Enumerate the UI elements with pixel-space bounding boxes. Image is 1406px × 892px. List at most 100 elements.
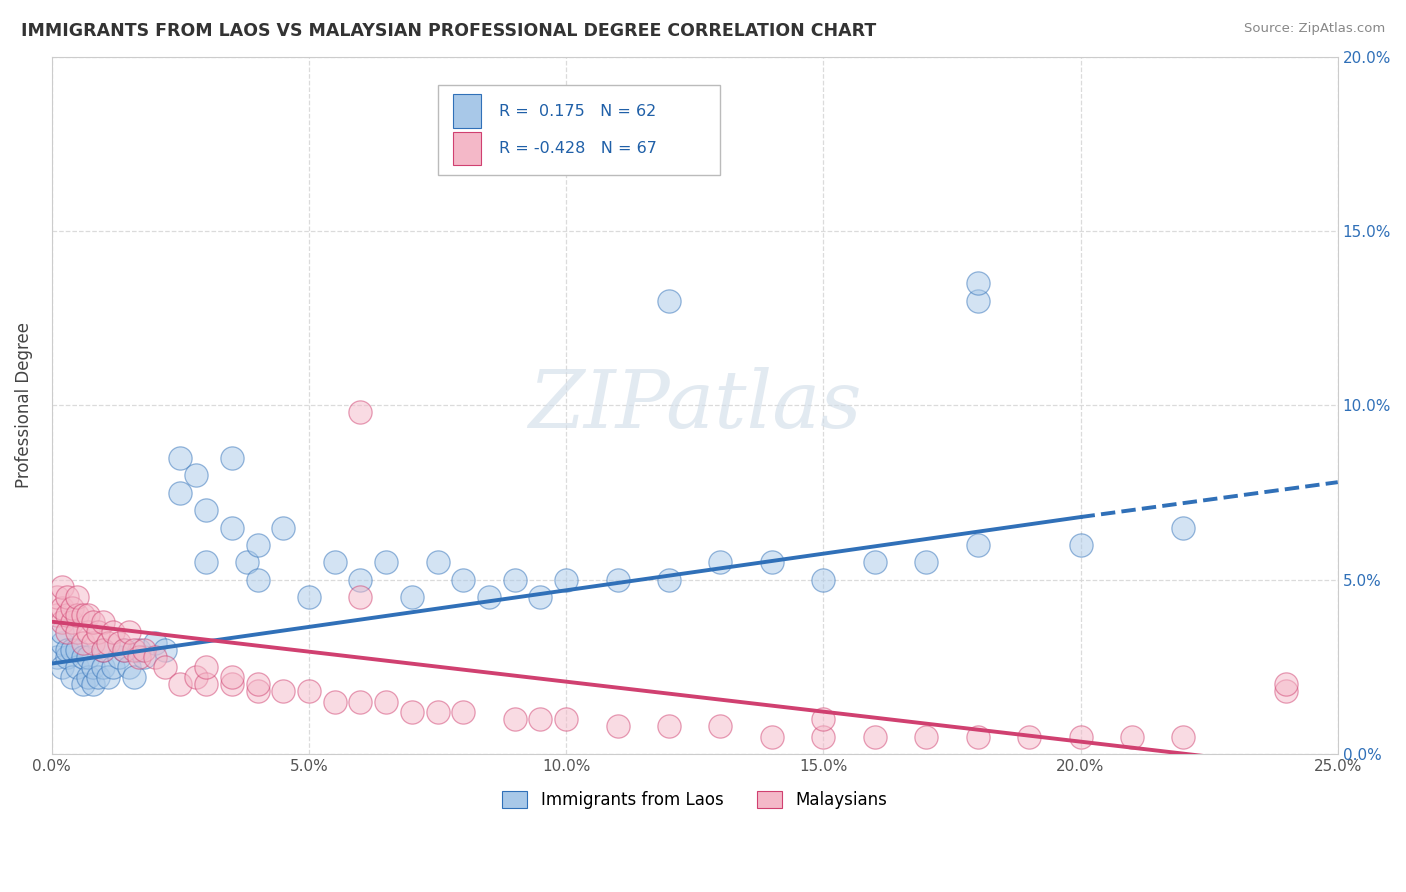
Point xyxy=(66,591,89,605)
Point xyxy=(323,555,346,569)
Point xyxy=(761,555,783,569)
Point xyxy=(478,591,501,605)
Point xyxy=(606,719,628,733)
Text: ZIPatlas: ZIPatlas xyxy=(529,367,862,444)
Point xyxy=(349,573,371,587)
Point xyxy=(51,635,73,649)
Point xyxy=(51,660,73,674)
Point xyxy=(97,671,120,685)
Point xyxy=(323,695,346,709)
Point xyxy=(1070,730,1092,744)
Point xyxy=(1173,520,1195,534)
Point xyxy=(87,625,110,640)
Point xyxy=(195,677,218,691)
Point xyxy=(426,706,449,720)
Point xyxy=(103,625,125,640)
Point xyxy=(107,649,129,664)
Point xyxy=(1018,730,1040,744)
Point xyxy=(246,684,269,698)
Point xyxy=(45,591,67,605)
Point xyxy=(60,615,83,629)
Point xyxy=(60,600,83,615)
Point xyxy=(51,625,73,640)
Point xyxy=(529,591,551,605)
Point xyxy=(658,293,681,308)
Point xyxy=(76,649,98,664)
Point xyxy=(184,671,207,685)
Point xyxy=(169,677,191,691)
Point xyxy=(349,405,371,419)
Point xyxy=(271,684,294,698)
Text: R = -0.428   N = 67: R = -0.428 N = 67 xyxy=(499,141,657,156)
Point xyxy=(401,706,423,720)
Point xyxy=(451,706,474,720)
Point xyxy=(1275,677,1298,691)
Point xyxy=(122,671,145,685)
Point xyxy=(82,677,104,691)
Point xyxy=(375,555,398,569)
Point xyxy=(128,649,150,664)
Point xyxy=(87,671,110,685)
Point xyxy=(72,635,94,649)
Point xyxy=(56,642,79,657)
Point xyxy=(60,671,83,685)
Point xyxy=(143,649,166,664)
Point xyxy=(76,671,98,685)
Point xyxy=(134,649,156,664)
Point xyxy=(966,538,988,552)
Point xyxy=(503,573,526,587)
Point xyxy=(221,450,243,465)
Point xyxy=(555,712,578,726)
Point xyxy=(709,555,731,569)
Point xyxy=(761,730,783,744)
Point xyxy=(169,450,191,465)
Point xyxy=(134,642,156,657)
Point xyxy=(349,695,371,709)
Point xyxy=(863,730,886,744)
Point xyxy=(966,730,988,744)
Point xyxy=(72,677,94,691)
Point xyxy=(246,677,269,691)
Point xyxy=(221,520,243,534)
Point xyxy=(143,635,166,649)
Point xyxy=(66,607,89,622)
Point xyxy=(45,649,67,664)
Point xyxy=(118,660,141,674)
Point xyxy=(112,642,135,657)
Point xyxy=(966,277,988,291)
Text: IMMIGRANTS FROM LAOS VS MALAYSIAN PROFESSIONAL DEGREE CORRELATION CHART: IMMIGRANTS FROM LAOS VS MALAYSIAN PROFES… xyxy=(21,22,876,40)
Point xyxy=(66,660,89,674)
Point xyxy=(195,660,218,674)
Point xyxy=(658,719,681,733)
Point xyxy=(72,607,94,622)
Point xyxy=(82,660,104,674)
Point xyxy=(451,573,474,587)
Point xyxy=(1070,538,1092,552)
Point xyxy=(298,591,321,605)
Point xyxy=(56,625,79,640)
Point xyxy=(401,591,423,605)
Point xyxy=(221,677,243,691)
Point xyxy=(91,642,114,657)
Point xyxy=(236,555,259,569)
Point xyxy=(51,615,73,629)
Point xyxy=(66,625,89,640)
Point xyxy=(813,573,835,587)
Point xyxy=(60,642,83,657)
Point xyxy=(82,635,104,649)
Text: R =  0.175   N = 62: R = 0.175 N = 62 xyxy=(499,103,657,119)
Point xyxy=(76,607,98,622)
Point xyxy=(118,625,141,640)
Point xyxy=(271,520,294,534)
Point xyxy=(103,660,125,674)
Point xyxy=(915,555,938,569)
Point xyxy=(195,503,218,517)
Point xyxy=(72,649,94,664)
Point xyxy=(1275,684,1298,698)
Point xyxy=(122,642,145,657)
Point xyxy=(195,555,218,569)
FancyBboxPatch shape xyxy=(437,85,720,175)
Point xyxy=(246,538,269,552)
Point xyxy=(51,580,73,594)
Point xyxy=(221,671,243,685)
